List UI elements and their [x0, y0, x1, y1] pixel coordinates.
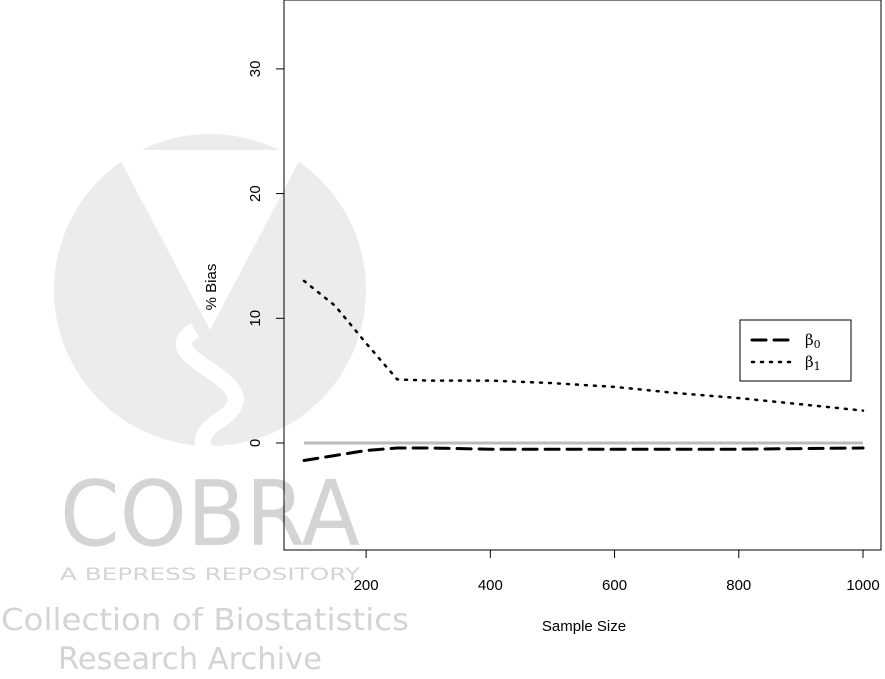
x-tick-label: 1000: [846, 577, 879, 594]
watermark-chalice-icon: [115, 150, 305, 330]
x-tick-label: 400: [478, 577, 503, 594]
x-tick-label: 200: [354, 577, 379, 594]
series-line-1: [302, 279, 865, 412]
series-line-0: [302, 446, 865, 462]
watermark-line1: Collection of Biostatistics: [1, 603, 409, 638]
watermark-line2: Research Archive: [58, 642, 322, 677]
legend-label-0: β0: [805, 331, 821, 351]
y-axis-title: % Bias: [203, 264, 220, 311]
legend-label-1: β1: [805, 353, 821, 373]
y-axis: 0 10 20 30: [247, 61, 284, 447]
watermark-tagline: A BEPRESS REPOSITORY: [60, 565, 361, 585]
x-tick-label: 600: [602, 577, 627, 594]
watermark-serpent-icon: [175, 323, 244, 507]
legend-box: [739, 319, 852, 382]
y-tick-label: 0: [247, 439, 264, 447]
x-tick-label: 800: [726, 577, 751, 594]
watermark-logo-text: COBRA: [60, 462, 360, 567]
series-layer: [302, 279, 865, 462]
plot-frame: [283, 0, 882, 551]
x-axis-title: Sample Size: [542, 618, 626, 635]
y-tick-label: 10: [247, 310, 264, 327]
y-tick-label: 20: [247, 185, 264, 202]
x-axis: 200 400 600 800 1000: [354, 550, 880, 594]
cobra-watermark: COBRA A BEPRESS REPOSITORY Collection of…: [1, 134, 409, 677]
y-tick-label: 30: [247, 61, 264, 78]
